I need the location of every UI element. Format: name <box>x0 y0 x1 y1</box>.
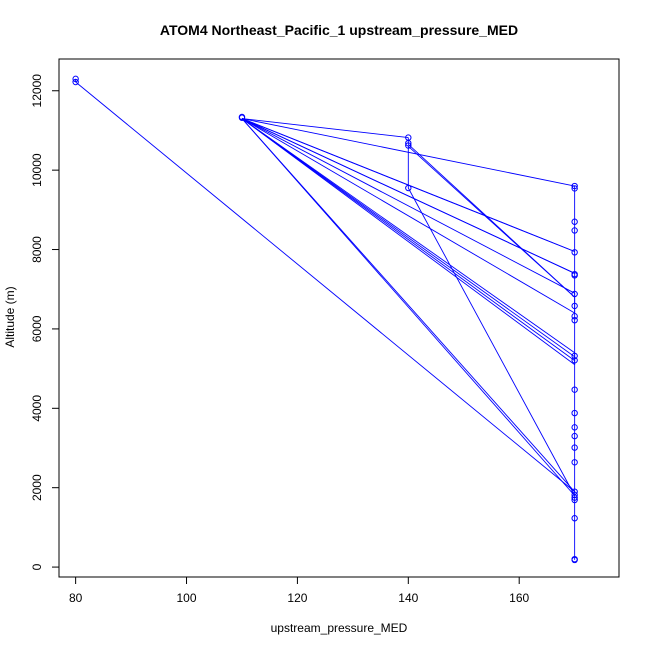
data-point <box>405 184 412 192</box>
series-line-segment <box>241 118 575 354</box>
y-tick-label: 6000 <box>30 315 44 342</box>
x-axis: 80 100 120 140 160 <box>69 576 530 605</box>
data-point <box>571 556 578 564</box>
data-point <box>571 386 578 393</box>
data-point <box>72 78 79 86</box>
y-tick-label: 2000 <box>30 474 44 501</box>
x-tick-label: 80 <box>69 591 83 605</box>
series-line-segment <box>241 118 575 274</box>
data-point <box>405 142 412 149</box>
series-line-segment <box>241 118 575 362</box>
data-point <box>72 75 79 83</box>
data-point <box>571 496 578 504</box>
data-point <box>571 227 578 234</box>
y-tick-label: 12000 <box>30 74 44 108</box>
data-point <box>571 444 578 451</box>
data-point <box>405 139 412 147</box>
data-point <box>571 515 578 522</box>
series-line-segment <box>241 118 575 314</box>
data-point <box>571 488 578 495</box>
data-point <box>571 185 578 192</box>
data-point <box>571 182 578 190</box>
data-point <box>571 302 578 310</box>
data-point <box>571 424 578 431</box>
data-point <box>571 218 578 225</box>
data-point <box>571 272 578 279</box>
series-line-segment <box>408 145 575 298</box>
plot-frame <box>58 58 620 578</box>
series-line-segment <box>241 118 575 187</box>
data-point <box>571 494 578 501</box>
x-tick-label: 100 <box>177 591 197 605</box>
x-axis-label: upstream_pressure_MED <box>271 621 408 635</box>
data-point <box>571 249 578 256</box>
data-point <box>571 432 578 440</box>
data-point <box>571 357 578 364</box>
series-points <box>72 75 578 564</box>
data-point <box>571 313 578 320</box>
series-line-segment <box>407 187 576 496</box>
series-line-segment <box>241 118 575 294</box>
y-tick-label: 8000 <box>30 236 44 263</box>
series-line-segment <box>241 118 575 496</box>
data-point <box>238 114 246 121</box>
data-point <box>571 290 578 298</box>
y-axis: 0 2000 4000 6000 8000 10000 12000 <box>30 74 60 570</box>
chart-title: ATOM4 Northeast_Pacific_1 upstream_press… <box>160 22 518 38</box>
y-tick-label: 4000 <box>30 395 44 422</box>
series-line-segment <box>75 81 575 493</box>
y-tick-label: 0 <box>30 563 44 570</box>
series-line-segment <box>241 118 575 366</box>
series-line-segment <box>241 118 409 139</box>
x-tick-label: 140 <box>398 591 418 605</box>
series-lines <box>75 78 576 560</box>
series-line-segment <box>241 118 575 358</box>
data-point <box>571 352 578 360</box>
x-tick-label: 160 <box>509 591 529 605</box>
x-tick-label: 120 <box>287 591 307 605</box>
data-point <box>571 459 578 466</box>
data-point <box>571 409 578 417</box>
y-axis-label: Altitude (m) <box>3 286 17 347</box>
y-tick-label: 10000 <box>30 153 44 187</box>
data-point <box>571 316 578 324</box>
